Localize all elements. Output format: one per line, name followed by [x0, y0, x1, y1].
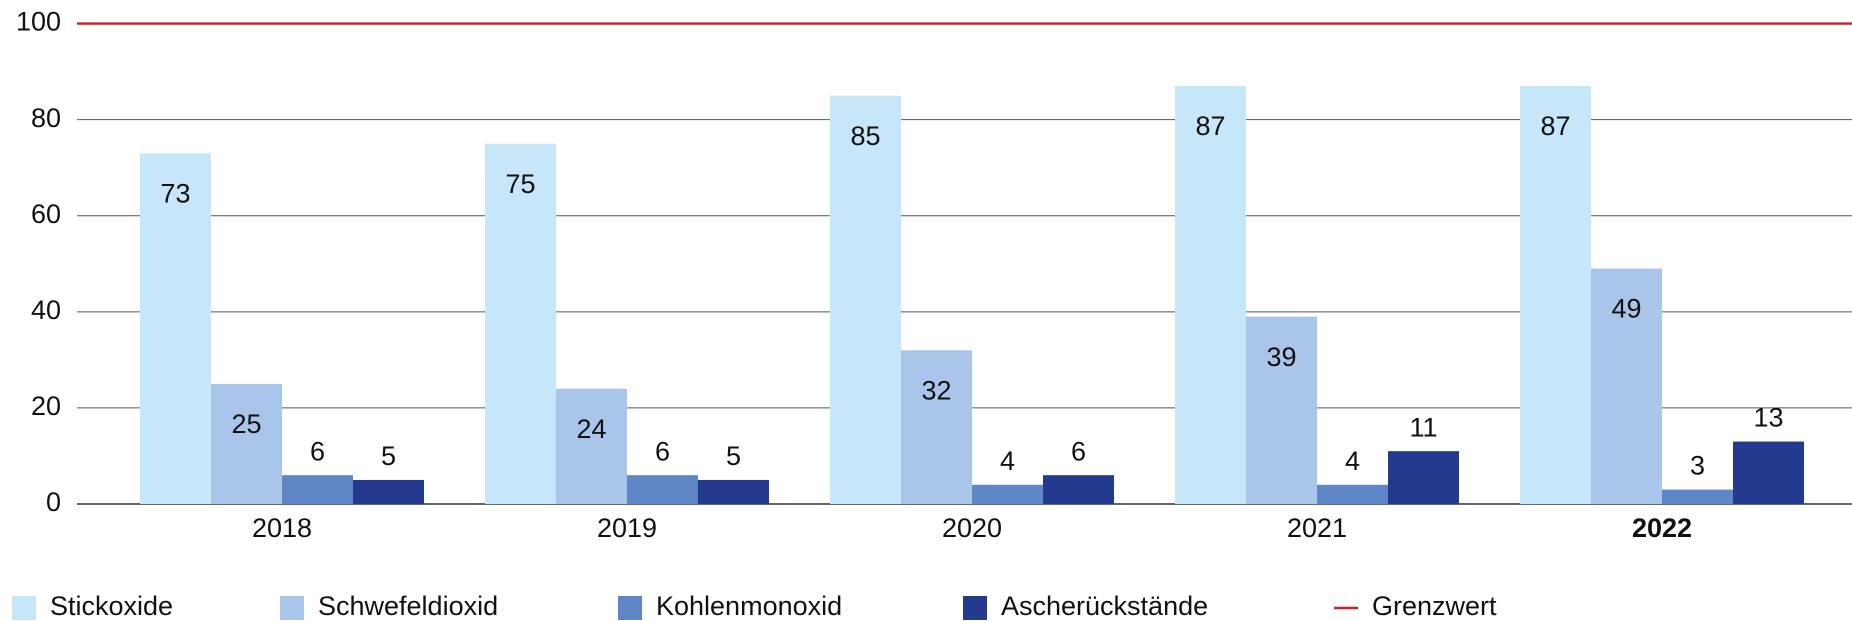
bar: [698, 479, 769, 504]
y-tick-label: 0: [46, 487, 61, 517]
bar: [1043, 475, 1114, 504]
data-label: 49: [1611, 294, 1641, 324]
x-tick-label: 2019: [597, 513, 657, 543]
bar: [282, 475, 353, 504]
data-label: 25: [231, 409, 261, 439]
data-label: 4: [1000, 446, 1015, 476]
bar: [1591, 268, 1662, 504]
legend-label: Stickoxide: [50, 591, 173, 621]
data-label: 3: [1690, 451, 1705, 481]
data-label: 75: [505, 169, 535, 199]
data-label: 39: [1266, 342, 1296, 372]
bar: [556, 388, 627, 504]
bar: [485, 143, 556, 504]
bar: [627, 475, 698, 504]
legend-label: Grenzwert: [1372, 591, 1497, 621]
x-tick-label: 2020: [942, 513, 1002, 543]
data-label: 4: [1345, 446, 1360, 476]
legend-swatch: [280, 596, 304, 620]
data-label: 32: [921, 375, 951, 405]
bar: [1662, 489, 1733, 504]
y-tick-label: 80: [31, 103, 61, 133]
x-tick-label: 2021: [1287, 513, 1347, 543]
x-tick-label: 2022: [1632, 513, 1692, 543]
bar: [972, 484, 1043, 504]
bar: [1317, 484, 1388, 504]
data-label: 24: [576, 414, 606, 444]
bar: [1388, 451, 1459, 504]
legend-swatch: [618, 596, 642, 620]
bar: [901, 350, 972, 504]
data-label: 73: [160, 178, 190, 208]
bar: [1733, 441, 1804, 504]
y-tick-label: 100: [16, 7, 61, 37]
bar: [353, 479, 424, 504]
data-label: 13: [1753, 403, 1783, 433]
x-tick-label: 2018: [252, 513, 312, 543]
data-label: 11: [1409, 412, 1437, 442]
legend-swatch: [963, 596, 987, 620]
legend-label: Schwefeldioxid: [318, 591, 498, 621]
bar: [140, 153, 211, 505]
legend-label: Kohlenmonoxid: [656, 591, 842, 621]
data-label: 87: [1540, 111, 1570, 141]
bar: [1175, 86, 1246, 504]
bar: [1520, 86, 1591, 504]
legend-swatch: [12, 596, 36, 620]
data-label: 6: [1071, 436, 1086, 466]
data-label: 5: [726, 441, 741, 471]
bar: [1246, 316, 1317, 504]
y-tick-label: 40: [31, 295, 61, 325]
data-label: 87: [1195, 111, 1225, 141]
data-label: 6: [310, 436, 325, 466]
data-label: 5: [381, 441, 396, 471]
data-label: 6: [655, 436, 670, 466]
bar: [830, 95, 901, 504]
y-tick-label: 60: [31, 199, 61, 229]
legend-label: Ascherückstände: [1001, 591, 1208, 621]
y-tick-label: 20: [31, 391, 61, 421]
data-label: 85: [850, 121, 880, 151]
bar: [211, 383, 282, 504]
